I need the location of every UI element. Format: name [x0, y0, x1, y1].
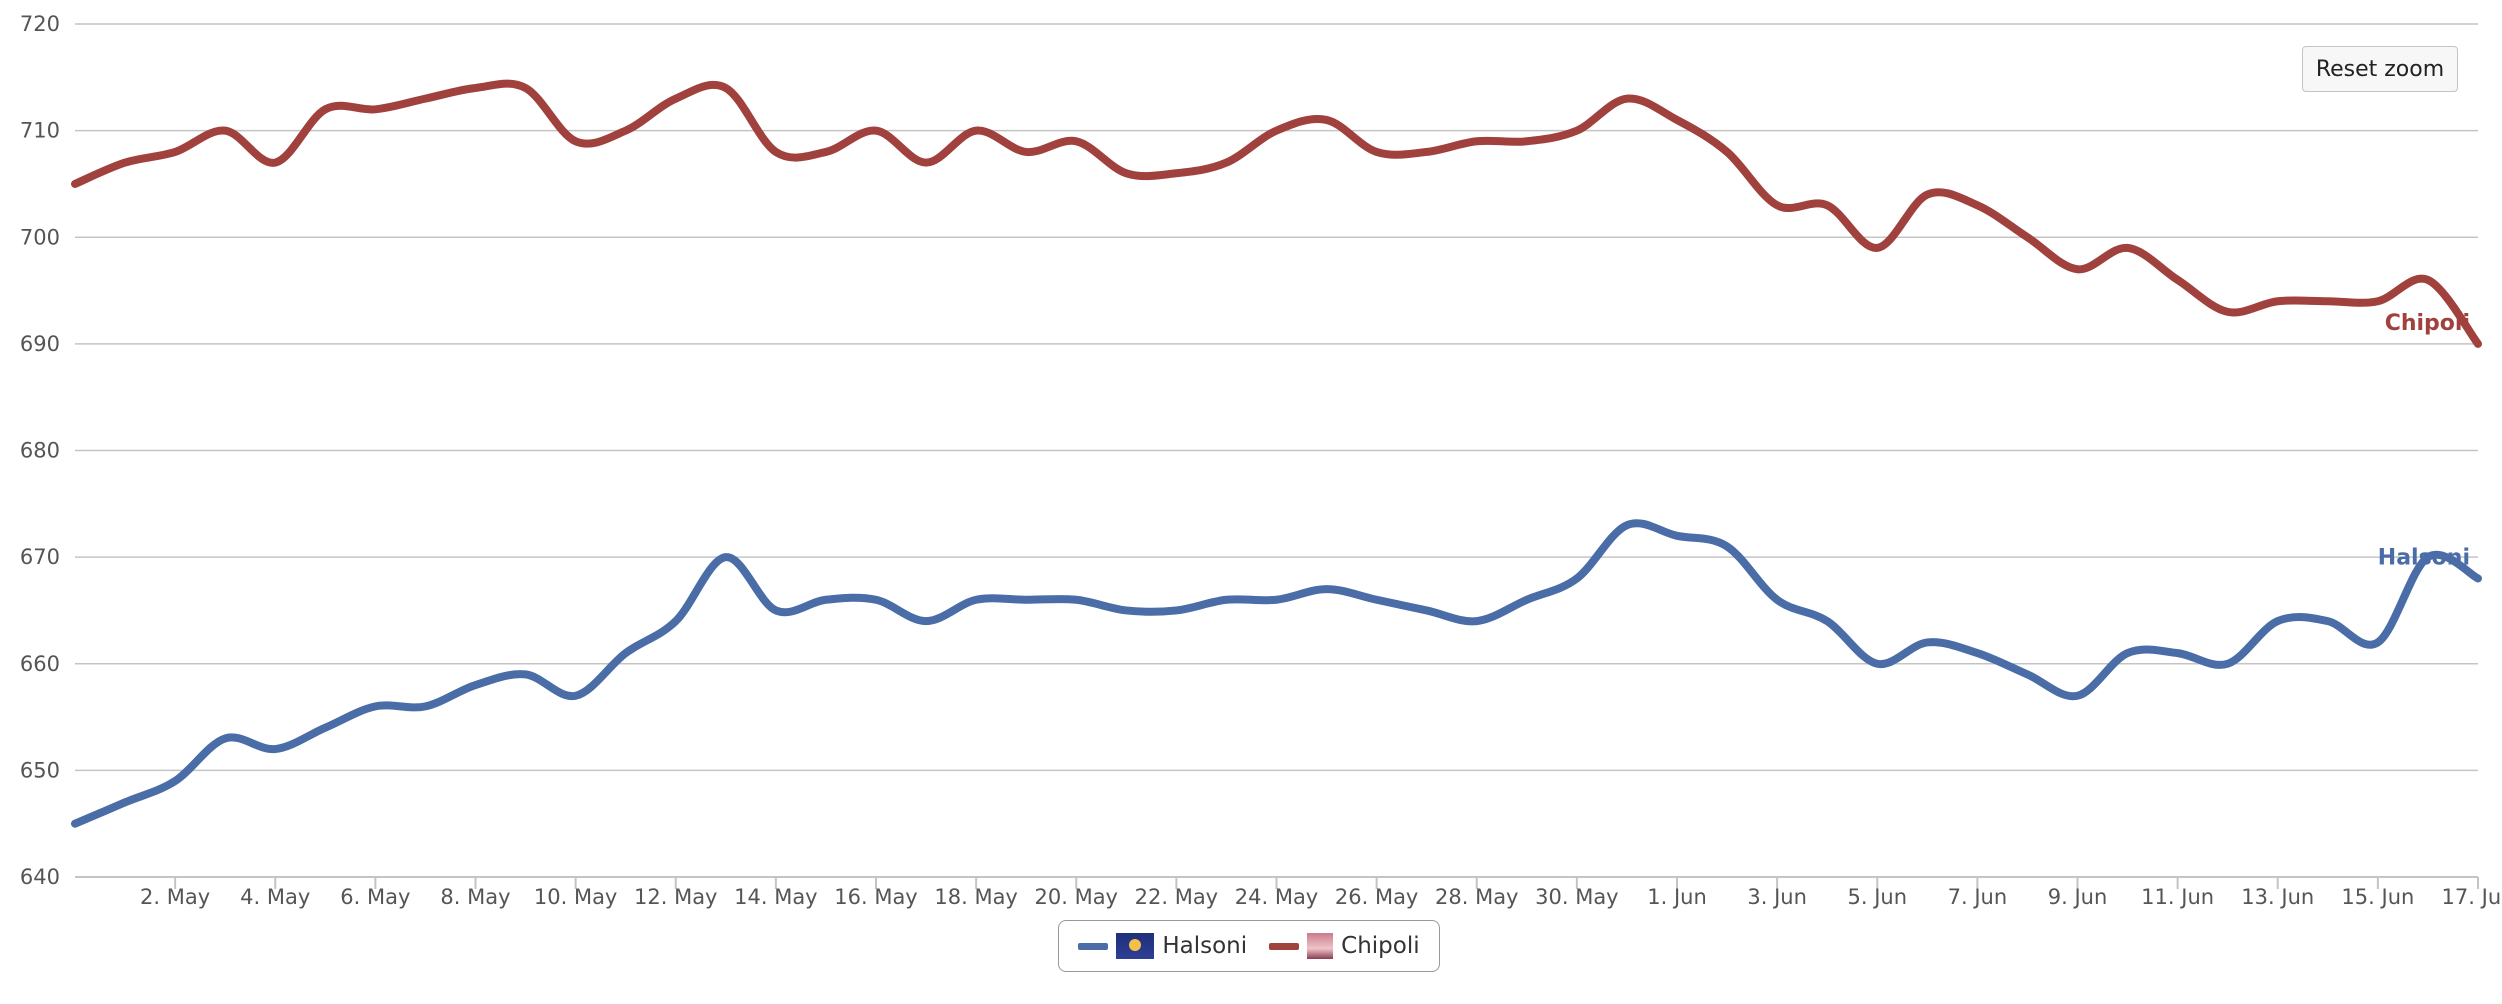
y-tick-label: 650 [20, 758, 60, 782]
y-axis: 640 650 660 670 680 690 700 710 720 [20, 12, 60, 889]
series-line-chipoli[interactable] [71, 79, 2482, 348]
y-tick-label: 720 [20, 12, 60, 36]
y-tick-label: 700 [20, 225, 60, 249]
x-tick-label: 30. May [1535, 885, 1619, 909]
y-tick-label: 680 [20, 439, 60, 463]
legend-label-chipoli: Chipoli [1341, 933, 1420, 959]
x-tick-label: 7. Jun [1948, 885, 2008, 909]
x-tick-label: 20. May [1035, 885, 1119, 909]
x-tick-label: 14. May [734, 885, 818, 909]
legend: Halsoni Chipoli [1058, 920, 1440, 972]
y-tick-label: 670 [20, 545, 60, 569]
x-tick-label: 22. May [1135, 885, 1219, 909]
legend-swatch-chipoli [1269, 942, 1300, 950]
x-tick-label: 11. Jun [2141, 885, 2214, 909]
x-tick-label: 5. Jun [1847, 885, 1907, 909]
legend-item-chipoli[interactable]: Chipoli [1269, 933, 1420, 959]
x-tick-label: 13. Jun [2241, 885, 2314, 909]
series-lines[interactable] [71, 79, 2482, 828]
x-tick-label: 17. Jun [2442, 885, 2502, 909]
end-label-chipoli: Chipoli [2385, 311, 2470, 336]
x-tick-label: 15. Jun [2341, 885, 2414, 909]
halsoni-flag-icon [1116, 933, 1155, 959]
reset-zoom-button[interactable]: Reset zoom [2302, 46, 2458, 92]
x-tick-label: 1. Jun [1647, 885, 1707, 909]
x-tick-label: 12. May [634, 885, 718, 909]
x-tick-label: 18. May [934, 885, 1018, 909]
legend-item-halsoni[interactable]: Halsoni [1078, 933, 1247, 959]
x-tick-label: 8. May [440, 885, 510, 909]
legend-swatch-halsoni [1078, 942, 1109, 950]
end-label-halsoni: Halsoni [2378, 545, 2470, 570]
x-tick-label: 3. Jun [1747, 885, 1807, 909]
x-tick-label: 26. May [1335, 885, 1419, 909]
x-tick-label: 9. Jun [2048, 885, 2108, 909]
y-tick-label: 660 [20, 652, 60, 676]
y-tick-label: 640 [20, 865, 60, 889]
x-tick-label: 28. May [1435, 885, 1519, 909]
x-tick-label: 24. May [1235, 885, 1319, 909]
x-axis: 2. May 4. May 6. May 8. May 10. May 12. May 14… [75, 876, 2502, 909]
x-tick-label: 16. May [834, 885, 918, 909]
x-tick-label: 2. May [140, 885, 210, 909]
y-tick-label: 710 [20, 119, 60, 143]
grid-lines [75, 23, 2478, 878]
y-tick-label: 690 [20, 332, 60, 356]
x-tick-label: 10. May [534, 885, 618, 909]
series-line-halsoni[interactable] [71, 519, 2482, 828]
x-tick-label: 4. May [240, 885, 310, 909]
chipoli-flag-icon [1307, 933, 1334, 959]
x-tick-label: 6. May [340, 885, 410, 909]
series-end-labels: Halsoni Chipoli [2378, 311, 2470, 571]
legend-label-halsoni: Halsoni [1162, 933, 1248, 959]
